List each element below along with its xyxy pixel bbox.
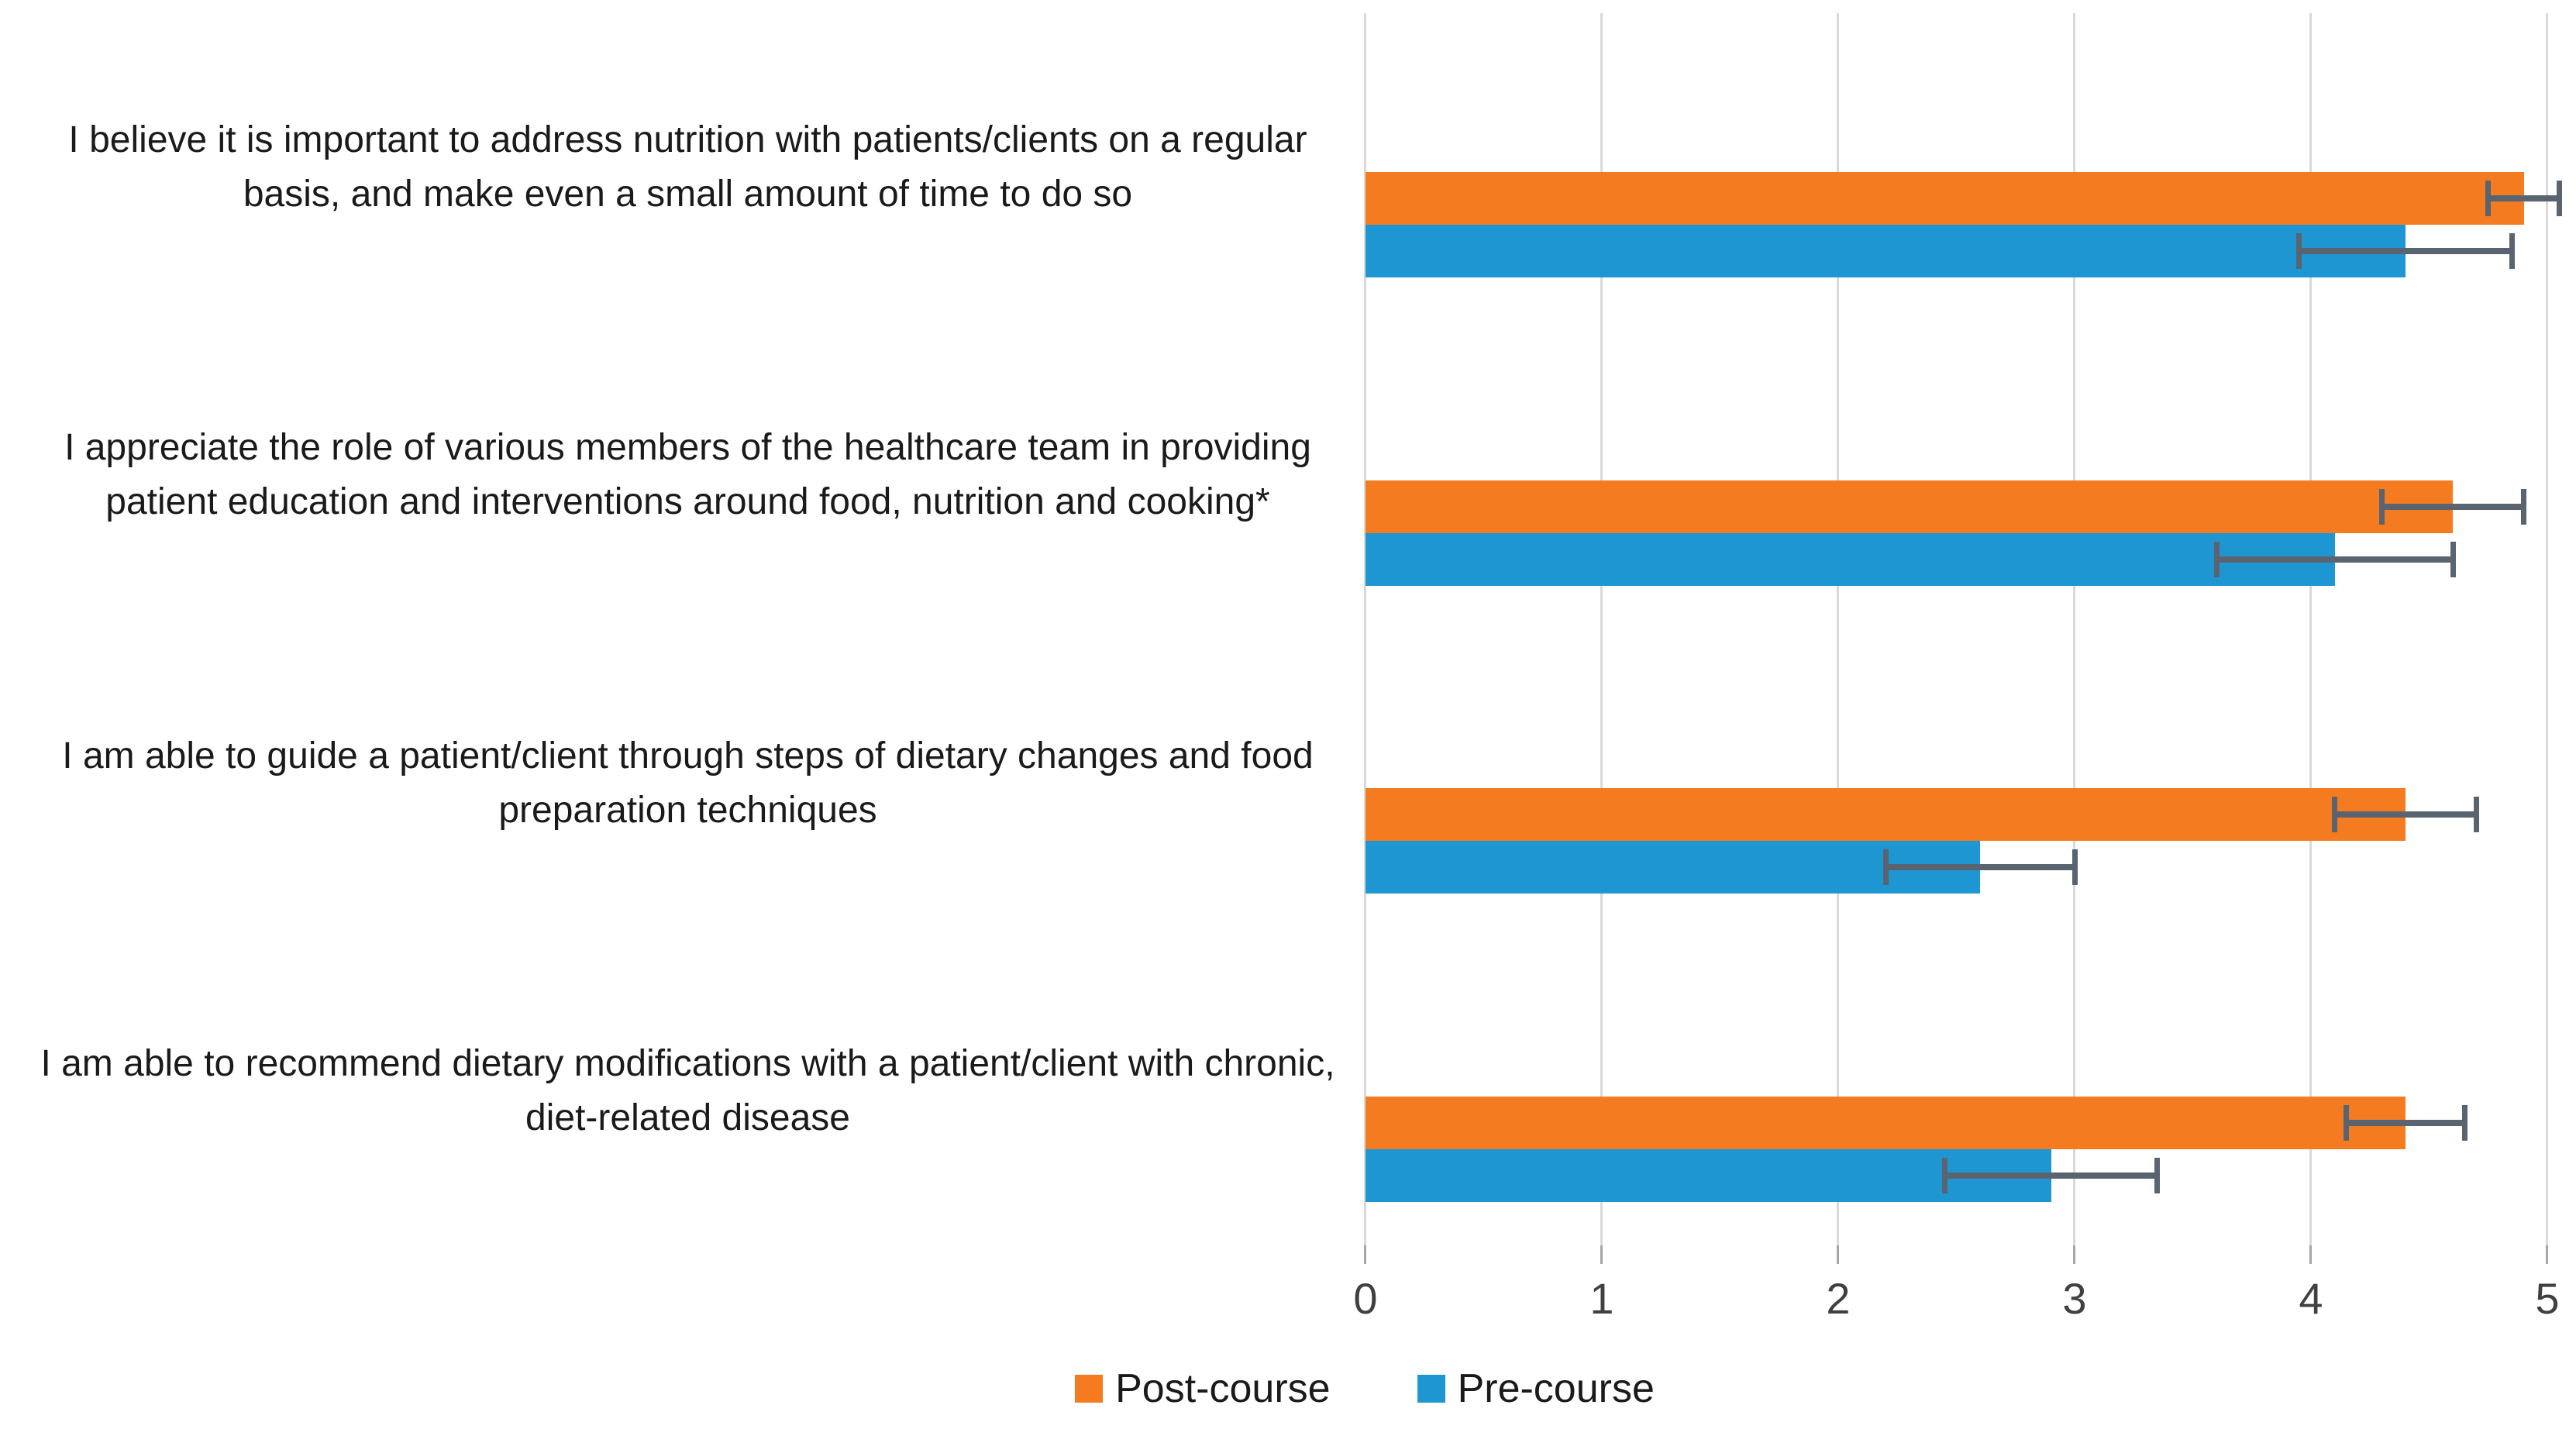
error-bar-cap (2213, 541, 2220, 577)
error-bar-cap (2379, 488, 2385, 525)
error-bar-cap (1882, 849, 1889, 885)
post-course-bar (1365, 172, 2524, 225)
category-label: I am able to guide a patient/client thro… (62, 735, 1314, 831)
pre-course-bar (1365, 225, 2406, 277)
error-bar-cap (2474, 797, 2479, 832)
post-course-bar (1365, 788, 2406, 841)
legend-item-pre-course: Pre-course (1417, 1365, 1655, 1412)
x-axis-tick-label: 2 (1826, 1274, 1851, 1323)
error-bar-cap (2450, 541, 2456, 577)
error-bar-cap (2461, 1104, 2468, 1141)
gridline (2309, 13, 2312, 1245)
error-bar-line (2346, 1119, 2465, 1126)
error-bar-line (2334, 811, 2477, 818)
category-label: I appreciate the role of various members… (64, 427, 1311, 523)
legend-item-post-course: Post-course (1075, 1365, 1331, 1412)
error-bar-cap (2296, 233, 2302, 269)
gridline (2546, 13, 2548, 1245)
error-bar-cap (2071, 849, 2078, 885)
pre-course-bar (1365, 532, 2335, 586)
gridline (1600, 13, 1603, 1245)
post-course-bar (1365, 480, 2453, 533)
legend-label-pre-course: Pre-course (1457, 1366, 1655, 1411)
pre-course-bar (1365, 841, 1980, 894)
category-label: I am able to recommend dietary modificat… (40, 1043, 1335, 1139)
category-label: I believe it is important to address nut… (68, 119, 1307, 215)
error-bar-cap (2332, 797, 2337, 832)
error-bar-line (2488, 195, 2560, 201)
error-bar-cap (2521, 488, 2526, 525)
gridline (1364, 13, 1366, 1245)
error-bar-cap (2154, 1157, 2161, 1193)
legend-swatch-pre-course-icon (1417, 1375, 1445, 1403)
axis-tick-mark (1600, 1245, 1603, 1264)
error-bar-line (2381, 503, 2524, 510)
axis-tick-mark (2309, 1245, 2312, 1264)
axis-tick-mark (2073, 1245, 2075, 1264)
error-bar-cap (2485, 181, 2492, 216)
legend: Post-course Pre-course (153, 1365, 2576, 1412)
axis-tick-mark (2546, 1245, 2548, 1264)
post-course-bar (1365, 1096, 2406, 1149)
error-bar-cap (1941, 1157, 1947, 1193)
error-bar-cap (2556, 181, 2562, 216)
legend-swatch-post-course-icon (1075, 1375, 1104, 1403)
gridline (2073, 13, 2075, 1245)
error-bar-line (2299, 248, 2512, 254)
error-bar-cap (2344, 1104, 2350, 1141)
x-axis-tick-label: 5 (2535, 1274, 2560, 1323)
error-bar-cap (2509, 233, 2515, 269)
axis-tick-mark (1364, 1245, 1366, 1264)
x-axis-tick-label: 4 (2299, 1274, 2323, 1323)
error-bar-line (1944, 1172, 2158, 1179)
legend-label-post-course: Post-course (1115, 1366, 1331, 1411)
pre-course-bar (1365, 1148, 2051, 1202)
x-axis-tick-label: 3 (2062, 1274, 2087, 1323)
error-bar-line (1886, 864, 2075, 870)
x-axis-tick-label: 1 (1589, 1274, 1614, 1323)
gridline (1837, 13, 1839, 1245)
x-axis-tick-label: 0 (1353, 1274, 1378, 1323)
error-bar-line (2216, 556, 2453, 563)
axis-tick-mark (1837, 1245, 1839, 1264)
